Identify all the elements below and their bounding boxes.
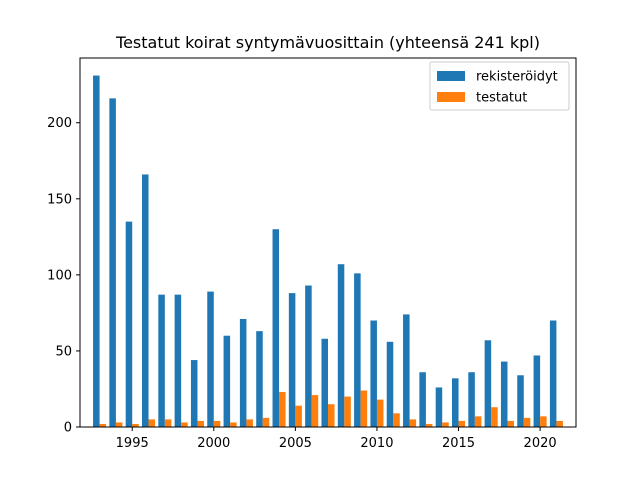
bar-testatut-2000 (213, 420, 221, 427)
bar-rekisteroidyt-1996 (142, 174, 149, 427)
x-tick-label-2010: 2010 (360, 436, 393, 451)
legend: rekisteröidyt testatut (429, 61, 570, 111)
bar-testatut-2010 (376, 399, 384, 427)
bar-testatut-1994 (115, 422, 123, 427)
axes-frame (79, 57, 577, 428)
bar-testatut-2006 (311, 395, 319, 427)
y-tick-label-150: 150 (47, 192, 72, 207)
legend-swatch-testatut (437, 92, 465, 102)
y-tick-label-100: 100 (47, 268, 72, 283)
bar-rekisteroidyt-2004 (272, 229, 280, 427)
bar-rekisteroidyt-2009 (354, 273, 361, 427)
bar-rekisteroidyt-2021 (549, 320, 557, 427)
bar-rekisteroidyt-2006 (305, 285, 312, 427)
bar-testatut-1993 (99, 423, 107, 427)
x-tick-label-2020: 2020 (524, 436, 557, 451)
x-tick-label-1995: 1995 (116, 436, 149, 451)
bar-rekisteroidyt-2007 (321, 338, 328, 427)
bar-testatut-2011 (393, 413, 400, 427)
bar-rekisteroidyt-2010 (370, 320, 377, 427)
bar-testatut-1998 (181, 422, 188, 427)
bar-rekisteroidyt-2003 (256, 331, 263, 427)
bar-testatut-2005 (295, 405, 302, 427)
bar-testatut-2017 (491, 407, 498, 427)
y-tick-label-50: 50 (55, 344, 72, 359)
bar-testatut-2012 (409, 419, 417, 427)
bar-testatut-2018 (507, 420, 514, 427)
bar-testatut-2014 (442, 422, 449, 427)
bar-rekisteroidyt-2019 (517, 375, 524, 427)
x-tick-label-2015: 2015 (442, 436, 475, 451)
bar-testatut-2001 (230, 422, 237, 427)
bar-rekisteroidyt-2002 (239, 318, 247, 427)
bar-rekisteroidyt-1998 (174, 294, 182, 427)
bar-testatut-2015 (458, 420, 466, 427)
bar-testatut-1997 (164, 419, 172, 427)
y-tick-label-200: 200 (47, 116, 72, 131)
bar-testatut-2007 (328, 404, 335, 427)
bar-rekisteroidyt-2013 (419, 372, 426, 427)
bar-rekisteroidyt-2000 (207, 291, 214, 427)
bar-testatut-2021 (556, 420, 563, 427)
bar-rekisteroidyt-2005 (288, 293, 296, 427)
bar-rekisteroidyt-2014 (435, 387, 443, 427)
legend-swatch-rekisteroidyt (437, 71, 465, 81)
bar-rekisteroidyt-1994 (109, 98, 116, 427)
bar-testatut-1999 (197, 420, 204, 427)
bar-rekisteroidyt-2016 (468, 372, 475, 427)
bar-rekisteroidyt-1999 (190, 360, 198, 427)
legend-label-testatut: testatut (476, 91, 527, 106)
bar-rekisteroidyt-2008 (337, 264, 345, 427)
bar-testatut-2008 (344, 396, 351, 427)
y-tick-label-0: 0 (64, 421, 72, 436)
bar-rekisteroidyt-1997 (158, 294, 165, 427)
bar-testatut-2009 (360, 390, 368, 427)
axes: 1995 2000 2005 2010 2015 2020 0 50 100 150 200 (47, 57, 577, 451)
x-tick-label-2005: 2005 (279, 436, 312, 451)
bar-rekisteroidyt-2020 (533, 355, 541, 427)
x-tick-label-2000: 2000 (197, 436, 230, 451)
bar-rekisteroidyt-2011 (386, 341, 394, 427)
bar-rekisteroidyt-1995 (125, 221, 133, 427)
chart-title: Testatut koirat syntymävuosittain (yhtee… (115, 33, 540, 52)
bar-testatut-1995 (132, 423, 139, 427)
bar-testatut-2013 (425, 423, 433, 427)
bar-rekisteroidyt-2001 (223, 335, 231, 427)
bar-testatut-2019 (523, 417, 531, 427)
bar-rekisteroidyt-2018 (500, 361, 508, 427)
bar-testatut-1996 (148, 419, 156, 427)
bar-testatut-2020 (540, 416, 547, 427)
bar-rekisteroidyt-2017 (484, 340, 492, 427)
bars (93, 75, 563, 428)
legend-label-rekisteroidyt: rekisteröidyt (476, 70, 558, 85)
bar-testatut-2004 (279, 392, 286, 427)
bar-rekisteroidyt-2015 (452, 378, 459, 427)
bar-testatut-2003 (262, 417, 270, 427)
bar-testatut-2002 (246, 419, 253, 427)
bar-rekisteroidyt-2012 (403, 314, 410, 427)
bar-testatut-2016 (474, 416, 482, 427)
bar-rekisteroidyt-1993 (93, 75, 100, 428)
